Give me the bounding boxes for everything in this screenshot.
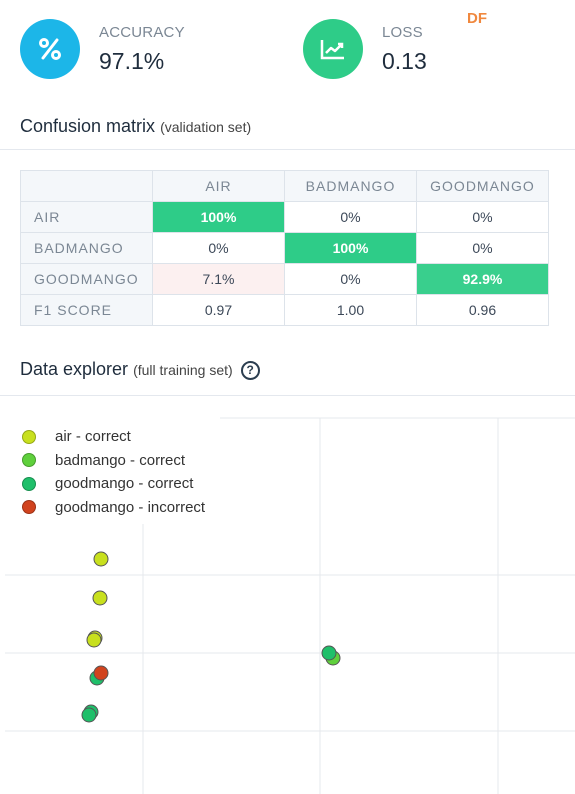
table-header-row: AIR BADMANGO GOODMANGO — [20, 170, 549, 202]
loss-value: 0.13 — [382, 48, 427, 74]
loss-label: LOSS — [382, 24, 423, 41]
legend-dot-icon — [22, 476, 36, 491]
row-header: AIR — [20, 201, 153, 233]
help-icon[interactable]: ? — [240, 360, 260, 380]
legend-label: goodmango - correct — [55, 475, 194, 493]
f1-score-cell: 0.96 — [416, 294, 549, 326]
scatter-plot[interactable] — [0, 396, 575, 794]
row-header: F1 SCORE — [20, 294, 153, 326]
table-row: F1 SCORE 0.97 1.00 0.96 — [20, 294, 549, 326]
matrix-cell: 100% — [284, 232, 417, 264]
accuracy-value: 97.1% — [99, 48, 165, 74]
gridlines — [5, 417, 575, 794]
column-header: GOODMANGO — [416, 170, 549, 202]
table-row: GOODMANGO 7.1% 0% 92.9% — [20, 263, 549, 295]
chart-line-icon — [303, 19, 363, 79]
divider — [0, 149, 575, 150]
data-explorer-title: Data explorer (full training set) ? — [20, 359, 260, 380]
matrix-cell: 100% — [152, 201, 285, 233]
row-header: GOODMANGO — [20, 263, 153, 295]
confusion-matrix-title: Confusion matrix (validation set) — [20, 116, 252, 136]
table-row: BADMANGO 0% 100% 0% — [20, 232, 549, 264]
matrix-cell: 0% — [152, 232, 285, 264]
legend-item[interactable]: air - correct — [22, 425, 205, 449]
divider — [0, 395, 575, 396]
legend-label: goodmango - incorrect — [55, 498, 206, 516]
data-point-goodmango-incorrect — [93, 665, 109, 681]
table-row: AIR 100% 0% 0% — [20, 201, 549, 233]
confusion-matrix-table: AIR BADMANGO GOODMANGO AIR 100% 0% 0% BA… — [20, 170, 549, 326]
data-point-goodmango — [81, 707, 97, 723]
legend-label: badmango - correct — [55, 451, 186, 469]
matrix-cell: 0% — [416, 201, 549, 233]
accuracy-metric: ACCURACY 97.1% — [20, 19, 185, 79]
data-point-goodmango — [321, 645, 337, 661]
df-badge: DF — [467, 10, 487, 27]
matrix-cell: 7.1% — [152, 263, 285, 295]
legend-dot-icon — [22, 429, 36, 444]
legend-item[interactable]: goodmango - correct — [22, 472, 205, 496]
legend-item[interactable]: goodmango - incorrect — [22, 496, 205, 520]
data-point-air — [93, 551, 109, 567]
matrix-cell: 0% — [284, 263, 417, 295]
legend-item[interactable]: badmango - correct — [22, 449, 205, 473]
accuracy-label: ACCURACY — [99, 24, 185, 41]
scatter-legend: air - correct badmango - correct goodman… — [22, 425, 205, 519]
column-header: BADMANGO — [284, 170, 417, 202]
matrix-cell: 0% — [416, 232, 549, 264]
loss-metric: LOSS 0.13 — [303, 19, 427, 79]
f1-score-cell: 1.00 — [284, 294, 417, 326]
row-header: BADMANGO — [20, 232, 153, 264]
legend-label: air - correct — [55, 428, 131, 446]
legend-dot-icon — [22, 453, 36, 468]
f1-score-cell: 0.97 — [152, 294, 285, 326]
corner-cell — [20, 170, 153, 202]
data-point-air — [92, 590, 108, 606]
matrix-cell: 0% — [284, 201, 417, 233]
legend-dot-icon — [22, 500, 36, 515]
percent-icon — [20, 19, 80, 79]
column-header: AIR — [152, 170, 285, 202]
data-points — [81, 551, 341, 723]
data-point-air — [86, 632, 102, 648]
matrix-cell: 92.9% — [416, 263, 549, 295]
